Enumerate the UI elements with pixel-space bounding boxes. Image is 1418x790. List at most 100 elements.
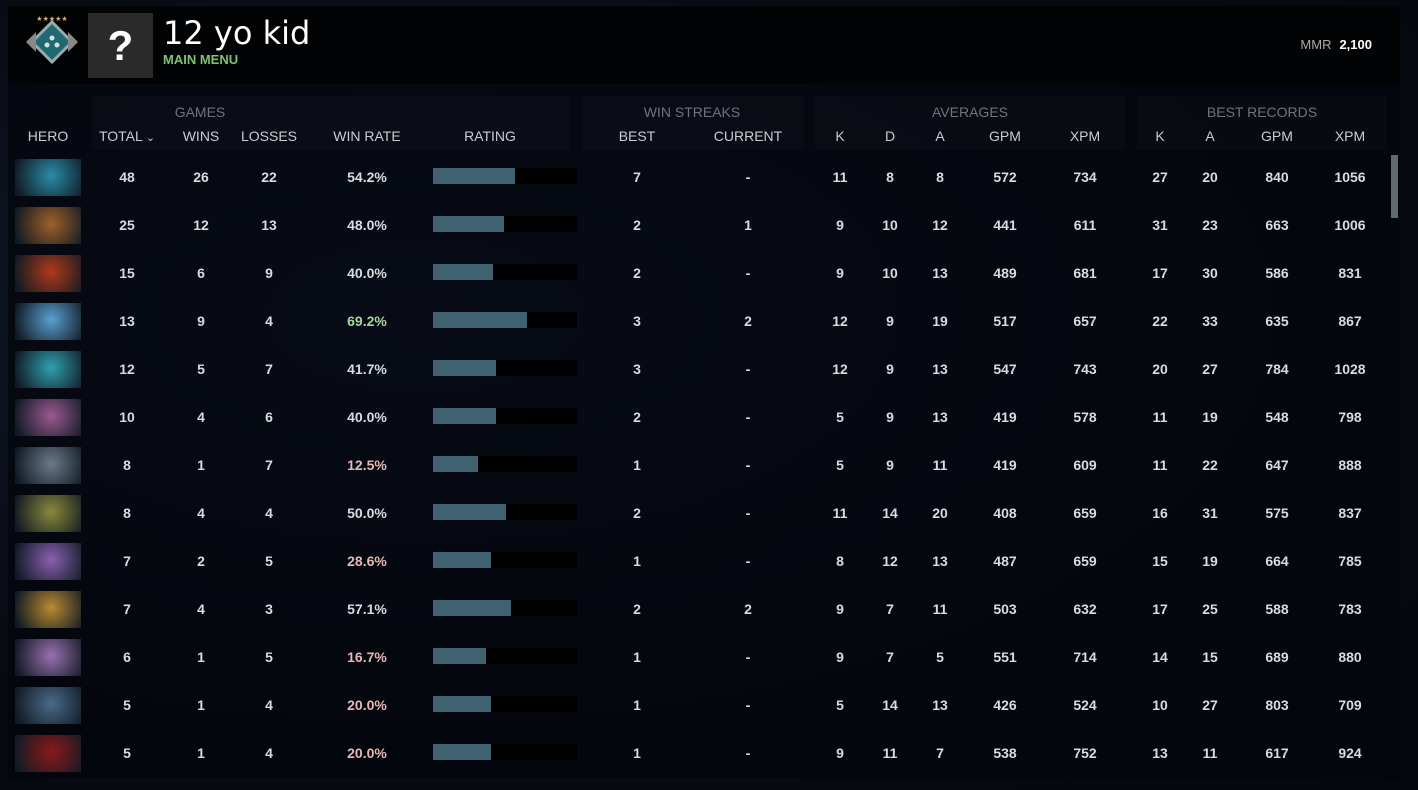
hero-portrait[interactable] [15,495,81,532]
column-header-d[interactable]: D [845,128,935,144]
column-header-gpm[interactable]: GPM [960,128,1050,144]
hero-portrait[interactable] [15,159,81,196]
cell-bgpm: 664 [1265,553,1289,569]
cell-ba: 19 [1202,553,1218,569]
column-header-label: A [935,128,945,144]
cell-current: - [745,169,751,185]
column-header-wins[interactable]: WINS [156,128,246,144]
hero-portrait[interactable] [15,735,81,772]
cell-total: 12 [119,361,135,377]
cell-gpm: 408 [993,505,1017,521]
rating-bar-fill [433,504,507,520]
column-header-current[interactable]: CURRENT [703,128,793,144]
cell-bk: 13 [1152,745,1168,761]
column-header-gpm[interactable]: GPM [1232,128,1322,144]
cell-current: - [745,505,751,521]
cell-gpm: 538 [993,745,1017,761]
column-header-label: WINS [182,128,220,144]
cell-d: 14 [882,505,898,521]
column-header-a[interactable]: A [895,128,985,144]
column-header-xpm[interactable]: XPM [1040,128,1130,144]
column-header-xpm[interactable]: XPM [1305,128,1395,144]
cell-xpm: 714 [1073,649,1097,665]
rating-bar-fill [433,312,527,328]
column-header-k[interactable]: K [795,128,885,144]
cell-winrate: 16.7% [347,649,387,665]
column-header-losses[interactable]: LOSSES [224,128,314,144]
cell-total: 8 [123,457,131,473]
cell-xpm: 752 [1073,745,1097,761]
column-header-label: RATING [464,128,516,144]
hero-portrait[interactable] [15,447,81,484]
mmr-display: MMR 2,100 [1300,37,1372,52]
cell-best: 2 [633,505,641,521]
rating-bar [433,456,577,472]
column-header-k[interactable]: K [1115,128,1205,144]
cell-losses: 3 [265,601,273,617]
cell-gpm: 441 [993,217,1017,233]
hero-portrait[interactable] [15,399,81,436]
column-header-label: HERO [27,128,69,144]
cell-losses: 6 [265,409,273,425]
cell-xpm: 524 [1073,697,1097,713]
rating-bar [433,552,577,568]
cell-ba: 19 [1202,409,1218,425]
cell-losses: 5 [265,553,273,569]
column-header-a[interactable]: A [1165,128,1255,144]
cell-bk: 16 [1152,505,1168,521]
cell-winrate: 48.0% [347,217,387,233]
cell-wins: 1 [197,745,205,761]
player-status: MAIN MENU [163,52,239,67]
cell-winrate: 69.2% [347,313,387,329]
scrollbar-thumb[interactable] [1391,155,1398,218]
column-header-total[interactable]: TOTAL ⌄ [82,128,172,144]
cell-bgpm: 803 [1265,697,1289,713]
hero-portrait[interactable] [15,687,81,724]
cell-bgpm: 647 [1265,457,1289,473]
cell-xpm: 657 [1073,313,1097,329]
rating-bar-fill [433,552,491,568]
hero-portrait[interactable] [15,255,81,292]
cell-wins: 9 [197,313,205,329]
cell-best: 1 [633,649,641,665]
hero-portrait[interactable] [15,591,81,628]
hero-portrait[interactable] [15,543,81,580]
cell-ba: 31 [1202,505,1218,521]
cell-best: 3 [633,361,641,377]
cell-bgpm: 635 [1265,313,1289,329]
cell-best: 7 [633,169,641,185]
cell-current: 1 [744,217,752,233]
cell-best: 2 [633,265,641,281]
profile-header [8,6,1400,84]
column-header-win-rate[interactable]: WIN RATE [322,128,412,144]
hero-portrait[interactable] [15,303,81,340]
cell-winrate: 20.0% [347,745,387,761]
hero-portrait[interactable] [15,351,81,388]
avatar[interactable]: ? [88,13,153,78]
cell-bk: 17 [1152,601,1168,617]
column-header-hero[interactable]: HERO [3,128,93,144]
hero-portrait[interactable] [15,207,81,244]
cell-a: 13 [932,409,948,425]
column-header-label: LOSSES [240,128,298,144]
cell-total: 7 [123,553,131,569]
column-header-label: D [884,128,896,144]
rating-bar-fill [433,168,516,184]
cell-current: 2 [744,313,752,329]
cell-total: 7 [123,601,131,617]
cell-losses: 5 [265,649,273,665]
cell-ba: 25 [1202,601,1218,617]
column-header-best[interactable]: BEST [592,128,682,144]
column-header-rating[interactable]: RATING [445,128,535,144]
cell-gpm: 419 [993,409,1017,425]
cell-bgpm: 840 [1265,169,1289,185]
cell-winrate: 20.0% [347,697,387,713]
rating-bar-fill [433,696,491,712]
column-header-label: TOTAL [98,128,143,144]
cell-d: 9 [886,361,894,377]
cell-bk: 27 [1152,169,1168,185]
rating-bar-fill [433,264,494,280]
hero-portrait[interactable] [15,639,81,676]
cell-ba: 27 [1202,361,1218,377]
cell-k: 9 [836,217,844,233]
